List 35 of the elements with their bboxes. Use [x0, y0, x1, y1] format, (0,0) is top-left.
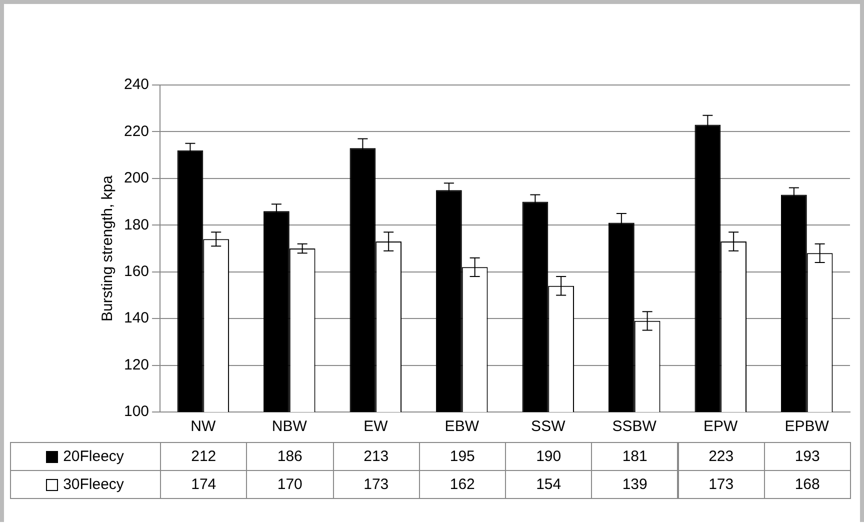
- x-tick-label: EPBW: [784, 418, 830, 436]
- x-tick-label: EW: [364, 418, 389, 436]
- legend-label: 20Fleecy: [10, 442, 162, 471]
- data-label: 173: [678, 470, 765, 499]
- data-label: 186: [246, 442, 334, 471]
- data-label: 195: [418, 442, 506, 471]
- x-tick-label: SSW: [531, 418, 566, 436]
- data-label: 139: [591, 470, 678, 499]
- data-label: 170: [246, 470, 334, 499]
- data-label: 174: [160, 470, 248, 499]
- data-label: 168: [764, 470, 851, 499]
- y-tick-label: 160: [124, 263, 150, 280]
- x-tick-label: EPW: [704, 418, 739, 436]
- data-label: 193: [764, 442, 851, 471]
- data-label: 223: [678, 442, 765, 471]
- data-label: 154: [505, 470, 592, 499]
- data-label: 181: [591, 442, 678, 471]
- y-tick-label: 220: [124, 122, 150, 140]
- data-label: 213: [332, 442, 420, 471]
- y-tick-label: 100: [124, 403, 150, 420]
- y-axis-title: Bursting strength, kpa: [99, 174, 116, 322]
- data-label: 212: [160, 442, 248, 471]
- legend-label: 30Fleecy: [10, 470, 162, 499]
- data-label: 162: [418, 470, 506, 499]
- data-label: 190: [505, 442, 592, 471]
- y-tick-label: 180: [124, 216, 150, 234]
- x-tick-label: NBW: [272, 418, 308, 436]
- y-tick-label: 140: [124, 310, 150, 327]
- y-tick-label: 120: [124, 356, 150, 374]
- x-tick-label: NW: [190, 418, 216, 436]
- y-tick-label: 200: [124, 170, 150, 187]
- x-tick-label: EBW: [444, 418, 480, 436]
- data-label: 173: [332, 470, 420, 499]
- y-tick-label: 240: [124, 76, 150, 94]
- x-tick-label: SSBW: [612, 418, 658, 436]
